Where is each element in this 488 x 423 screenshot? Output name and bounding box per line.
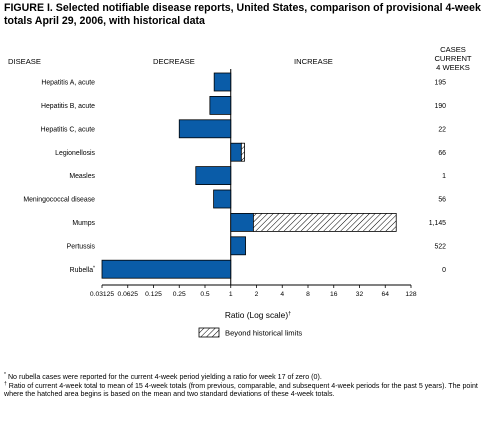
x-tick-label: 0.125 [145,291,162,298]
bar [213,72,232,92]
category-labels: Hepatitis A, acute Hepatitis B, acute Hepa… [23,80,95,274]
x-tick-label: 0.5 [200,291,210,298]
x-tick-label: 0.25 [173,291,186,298]
decrease-column-header: DECREASE [153,57,195,66]
x-tick-label: 0.0625 [118,291,139,298]
case-count: 0 [442,267,446,274]
category-label: Rubella* [70,265,95,274]
footnote-rubella-text: No rubella cases were reported for the c… [7,373,322,381]
bar [178,119,232,139]
category-label: Measles [69,173,95,180]
bar [209,96,232,115]
legend-hatch-swatch [198,327,220,338]
cases-column-header-line1: CASES CURRENT [434,45,472,63]
x-tick-label: 0.03125 [90,291,114,298]
footnotes: * No rubella cases were reported for the… [4,373,486,399]
case-count: 66 [438,150,446,157]
x-axis: 0.03125 0.0625 0.125 0.25 0.5 1 2 4 8 16 32 64 128 [90,69,417,298]
x-axis-label-text: Ratio (Log scale) [225,310,289,320]
disease-column-header: DISEASE [8,57,41,66]
case-count: 190 [435,103,447,110]
footnote-mark-asterisk: * [4,372,6,378]
x-tick-label: 32 [356,291,364,298]
bar [230,236,246,256]
footnote-ratio-text: Ratio of current 4-week total to mean of… [4,381,478,399]
bar [230,212,254,232]
bar-beyond-historical-limits [253,212,397,232]
case-count: 1 [442,173,446,180]
category-label: Hepatitis B, acute [41,103,95,110]
x-axis-label-footnote-mark: † [288,311,291,317]
case-count: 56 [438,197,446,204]
figure-title: FIGURE I. Selected notifiable disease re… [4,2,481,27]
x-tick-label: 64 [382,291,390,298]
footnote-mark-dagger: † [4,380,7,387]
category-label: Pertussis [67,243,96,250]
x-tick-label: 128 [405,291,416,298]
legend-label: Beyond historical limits [225,329,302,338]
cases-column-header: CASES CURRENT 4 WEEKS [422,45,484,72]
bars [101,72,397,279]
case-count: 522 [435,243,447,250]
x-tick-label: 4 [280,291,284,298]
bar [101,259,232,279]
case-count: 195 [435,80,447,87]
cases-column-header-line2: 4 WEEKS [436,63,470,72]
case-count: 1,145 [429,220,446,227]
category-label: Meningococcal disease [23,197,95,204]
category-label: Mumps [72,220,95,227]
bar [213,189,232,209]
x-tick-label: 8 [306,291,310,298]
bar-beyond-historical-limits [240,142,245,162]
x-axis-label: Ratio (Log scale)† [225,310,291,320]
footnote-rubella: * No rubella cases were reported for the… [4,373,486,382]
bar [230,142,242,162]
category-label: Legionellosis [55,150,95,157]
case-count: 22 [438,126,446,133]
x-tick-label: 16 [330,291,338,298]
increase-column-header: INCREASE [294,57,333,66]
x-tick-label: 2 [255,291,259,298]
case-counts: 195 190 22 66 1 56 1,145 522 0 [429,80,446,274]
category-label: Hepatitis A, acute [41,80,95,87]
category-label: Hepatitis C, acute [41,126,96,133]
bar [195,166,232,186]
x-tick-label: 1 [229,291,233,298]
footnote-ratio: † Ratio of current 4-week total to mean … [4,380,486,399]
